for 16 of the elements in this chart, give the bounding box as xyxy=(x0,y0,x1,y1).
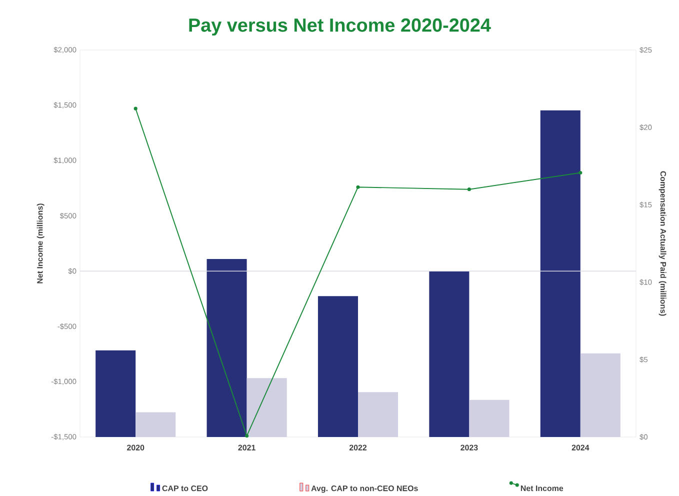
bar xyxy=(358,392,398,437)
bar xyxy=(580,353,620,437)
chart-title: Pay versus Net Income 2020-2024 xyxy=(189,18,491,36)
bar xyxy=(96,350,136,437)
bar xyxy=(540,110,580,437)
point xyxy=(578,170,582,175)
bar xyxy=(206,258,247,437)
point xyxy=(356,185,360,189)
bar xyxy=(429,271,470,437)
bar xyxy=(318,296,358,437)
point xyxy=(134,106,138,110)
bar xyxy=(469,400,510,437)
bar xyxy=(246,378,287,437)
bar xyxy=(136,412,176,437)
point xyxy=(245,434,249,438)
point xyxy=(467,188,471,192)
